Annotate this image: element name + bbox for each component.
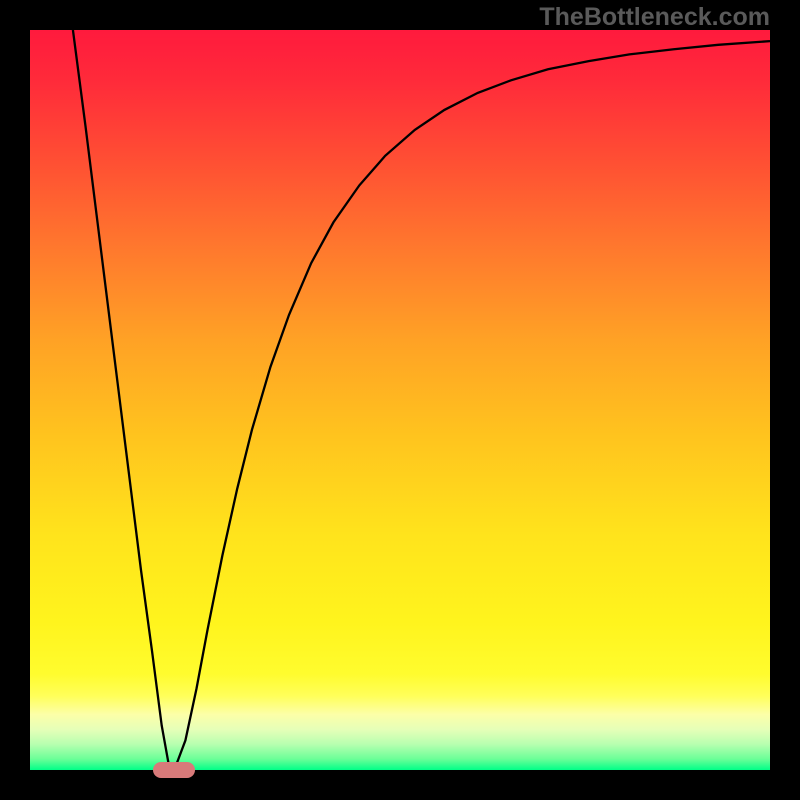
plot-area xyxy=(30,30,770,770)
chart-container: TheBottleneck.com xyxy=(0,0,800,800)
watermark-text: TheBottleneck.com xyxy=(539,3,770,32)
minimum-marker xyxy=(153,762,195,778)
bottleneck-curve xyxy=(30,30,770,770)
